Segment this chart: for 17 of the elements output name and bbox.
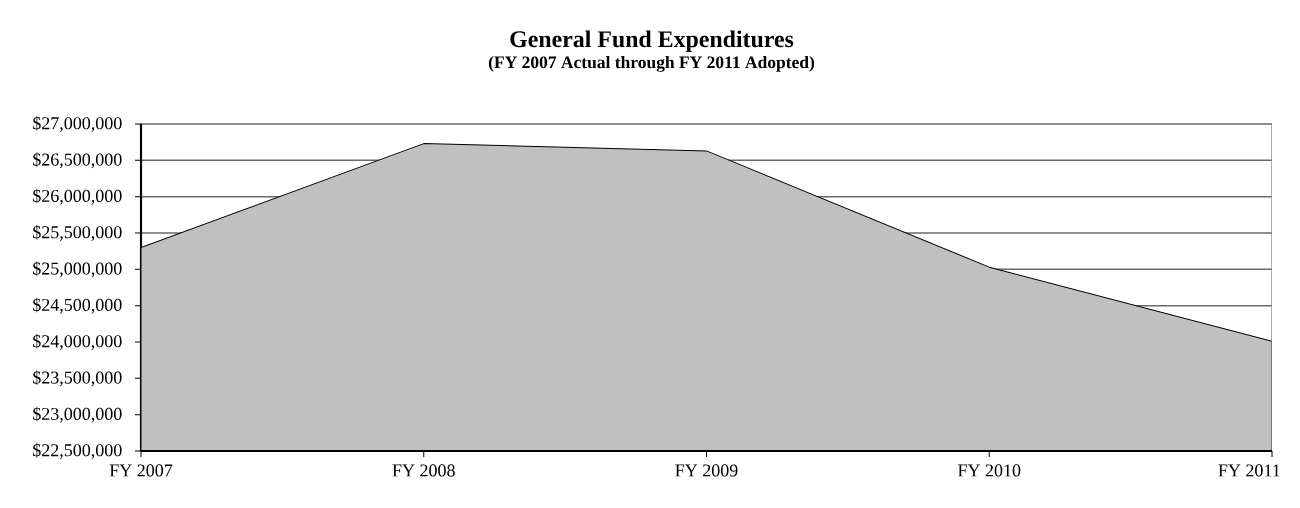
y-tick-label: $22,500,000 [33, 443, 122, 459]
y-tick-label: $23,000,000 [33, 406, 122, 423]
y-tick-label: $25,500,000 [33, 225, 122, 241]
x-tick-label: FY 2007 [109, 464, 173, 477]
x-tick-label: FY 2010 [958, 464, 1021, 477]
y-tick-label: $24,500,000 [33, 297, 122, 314]
x-tick-label: FY 2009 [675, 464, 738, 477]
chart-subtitle: (FY 2007 Actual through FY 2011 Adopted) [488, 55, 815, 72]
y-tick-label: $23,500,000 [33, 370, 122, 387]
y-tick-label: $26,000,000 [33, 188, 122, 205]
y-tick-label: $24,000,000 [33, 334, 122, 350]
y-tick-label: $26,500,000 [33, 152, 122, 169]
y-tick-label: $27,000,000 [33, 116, 122, 132]
chart-title: General Fund Expenditures [510, 30, 794, 53]
y-tick-label: $25,000,000 [33, 261, 122, 278]
x-tick-label: FY 2008 [392, 464, 455, 477]
x-tick-label: FY 2011 [1218, 464, 1280, 477]
